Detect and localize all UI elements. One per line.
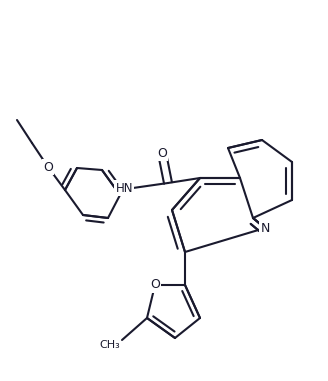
- Text: CH₃: CH₃: [99, 340, 120, 350]
- Text: HN: HN: [115, 181, 133, 194]
- Text: O: O: [43, 160, 53, 173]
- Text: O: O: [157, 147, 167, 160]
- Text: N: N: [260, 221, 270, 234]
- Text: O: O: [150, 279, 160, 291]
